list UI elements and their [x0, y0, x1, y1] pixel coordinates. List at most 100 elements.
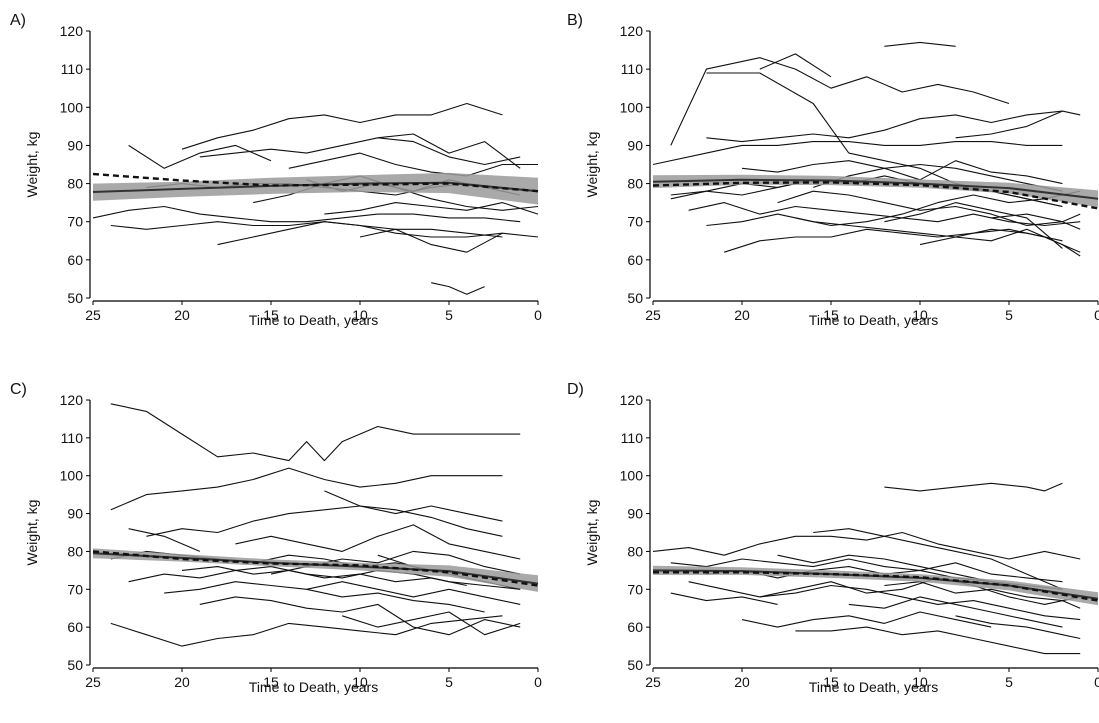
- trajectory-line: [181, 566, 467, 587]
- trajectory-line: [110, 221, 503, 238]
- y-tick-label: 70: [627, 214, 643, 230]
- y-tick-label: 90: [627, 506, 643, 522]
- trajectory-line: [110, 403, 521, 462]
- y-axis-title: Weight, kg: [584, 500, 600, 566]
- trajectory-line: [706, 213, 1063, 242]
- trajectory-line: [724, 228, 1081, 253]
- x-tick-label: 20: [734, 674, 750, 690]
- y-tick-label: 100: [60, 468, 84, 484]
- trajectory-line: [688, 202, 1081, 227]
- trajectory-line: [795, 190, 1081, 227]
- y-tick-label: 120: [620, 23, 644, 39]
- y-tick-label: 110: [61, 61, 84, 77]
- trajectory-line: [813, 160, 1063, 188]
- trajectory-line: [359, 228, 539, 253]
- trajectory-line: [235, 524, 521, 560]
- trajectory-line: [377, 137, 521, 166]
- y-axis-title: Weight, kg: [24, 132, 40, 198]
- trajectory-line: [342, 611, 521, 636]
- trajectory-line: [884, 41, 956, 47]
- y-tick-label: 50: [627, 290, 643, 306]
- y-tick-label: 80: [67, 543, 83, 559]
- y-tick-label: 100: [620, 468, 644, 484]
- x-tick-label: 20: [174, 307, 190, 323]
- trajectory-line: [431, 282, 485, 295]
- x-axis-title: Time to Death, years: [249, 312, 378, 328]
- y-tick-label: 90: [67, 137, 83, 153]
- trajectory-line: [955, 110, 1081, 139]
- trajectory-line: [128, 566, 521, 590]
- trajectory-line: [652, 531, 1081, 560]
- trajectory-line: [670, 57, 1010, 146]
- y-tick-label: 60: [67, 252, 83, 268]
- x-tick-label: 0: [534, 674, 542, 690]
- y-tick-label: 120: [60, 23, 84, 39]
- trajectory-line: [706, 110, 1063, 143]
- trajectory-line: [164, 581, 485, 613]
- y-tick-label: 110: [621, 61, 644, 77]
- y-axis-title: Weight, kg: [24, 500, 40, 566]
- trajectory-line: [324, 202, 539, 215]
- x-tick-label: 0: [1094, 307, 1099, 323]
- trajectory-line: [848, 596, 1063, 628]
- plot-area: [652, 41, 1099, 257]
- trajectory-line: [652, 141, 1063, 166]
- trajectory-line: [128, 144, 272, 169]
- y-tick-label: 110: [621, 430, 644, 446]
- trajectory-line: [741, 611, 992, 628]
- panel-label: D): [567, 381, 584, 398]
- trajectory-line: [919, 228, 1081, 257]
- x-tick-label: 20: [174, 674, 190, 690]
- dashed-curve: [653, 571, 1099, 602]
- y-tick-label: 80: [67, 176, 83, 192]
- y-tick-label: 70: [67, 214, 83, 230]
- mean-curve: [652, 178, 1099, 200]
- y-axis-title: Weight, kg: [584, 132, 600, 198]
- trajectory-line: [288, 152, 538, 177]
- x-tick-label: 5: [1005, 307, 1013, 323]
- x-tick-label: 25: [85, 307, 101, 323]
- y-tick-label: 110: [61, 430, 84, 446]
- x-tick-label: 0: [534, 307, 542, 323]
- trajectory-line: [759, 53, 832, 78]
- x-tick-label: 0: [1094, 674, 1099, 690]
- trajectory-line: [199, 596, 521, 636]
- trajectory-line: [181, 102, 503, 150]
- y-tick-label: 80: [627, 176, 643, 192]
- x-tick-label: 10: [352, 307, 368, 323]
- trajectory-line: [759, 577, 1081, 605]
- y-tick-label: 80: [627, 543, 643, 559]
- x-tick-label: 10: [912, 307, 928, 323]
- confidence-band: [653, 565, 1098, 606]
- x-tick-label: 5: [445, 674, 453, 690]
- y-tick-label: 100: [60, 99, 84, 115]
- y-tick-label: 120: [620, 392, 644, 408]
- panel-label: C): [10, 381, 27, 398]
- panel-label: B): [567, 12, 583, 29]
- dashed-curve: [652, 181, 1099, 210]
- y-tick-label: 70: [627, 581, 643, 597]
- x-axis-title: Time to Death, years: [809, 312, 938, 328]
- trajectory-line: [884, 482, 1063, 492]
- trajectory-line: [991, 213, 1081, 223]
- trajectory-line: [110, 615, 503, 647]
- trajectory-line: [741, 160, 1063, 192]
- x-tick-label: 25: [645, 674, 661, 690]
- y-tick-label: 50: [67, 657, 83, 673]
- x-tick-label: 10: [352, 674, 368, 690]
- x-tick-label: 5: [1005, 674, 1013, 690]
- y-tick-label: 60: [67, 619, 83, 635]
- trajectory-line: [217, 221, 503, 246]
- trajectory-line: [306, 581, 521, 605]
- x-axis-title: Time to Death, years: [249, 679, 378, 695]
- trajectory-line: [110, 467, 503, 511]
- y-tick-label: 120: [60, 392, 84, 408]
- trajectory-line: [795, 626, 1081, 655]
- x-tick-label: 15: [263, 307, 279, 323]
- y-tick-label: 90: [627, 137, 643, 153]
- x-tick-label: 25: [645, 307, 661, 323]
